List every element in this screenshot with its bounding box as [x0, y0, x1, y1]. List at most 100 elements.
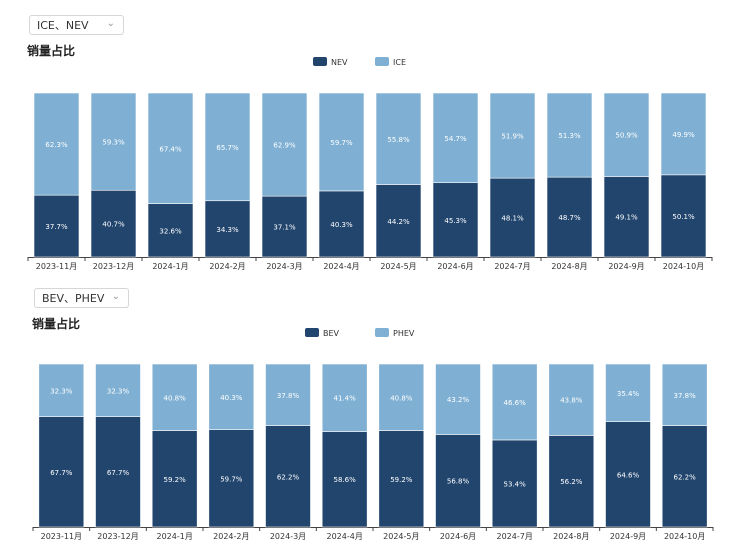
x-tick-label: 2024-3月	[266, 262, 302, 271]
x-tick-label: 2024-4月	[323, 262, 359, 271]
bar-ice	[546, 92, 593, 178]
bar-phev	[38, 363, 85, 417]
bar-bev	[265, 425, 311, 528]
chart-panel-ice-nev: ICE、NEV ⌄ 销量占比 NEV ICE 37.7% 62.3% 2023-11月 4…	[0, 0, 750, 275]
data-label-nev: 49.1%	[615, 214, 638, 222]
data-label-phev: 35.4%	[617, 390, 640, 398]
bar-bev	[378, 430, 425, 528]
series-dropdown[interactable]: ICE、NEV ⌄	[29, 15, 124, 35]
dropdown-value: ICE、NEV	[37, 19, 89, 32]
dropdown-value: BEV、PHEV	[42, 292, 105, 305]
bar-bev	[548, 435, 595, 528]
chart-title: 销量占比	[32, 317, 81, 331]
bar-ice	[603, 92, 650, 177]
data-label-ice: 62.3%	[45, 141, 68, 149]
bar-ice	[33, 92, 80, 196]
data-label-bev: 67.7%	[50, 469, 73, 477]
chevron-down-icon: ⌄	[111, 291, 120, 302]
data-label-nev: 34.3%	[216, 226, 239, 234]
bar-nev	[489, 177, 536, 258]
data-label-phev: 46.6%	[504, 399, 527, 407]
data-label-bev: 53.4%	[504, 480, 527, 488]
bar-ice	[660, 92, 707, 176]
data-label-ice: 50.9%	[615, 132, 638, 140]
x-tick-label: 2023-12月	[93, 262, 134, 271]
x-tick-label: 2024-4月	[326, 532, 362, 541]
bar-ice	[204, 92, 251, 202]
x-tick-label: 2024-9月	[610, 532, 646, 541]
data-label-phev: 40.8%	[390, 394, 413, 402]
data-label-ice: 67.4%	[159, 145, 182, 153]
data-label-nev: 37.1%	[273, 224, 296, 232]
x-tick-label: 2024-7月	[494, 262, 530, 271]
data-label-phev: 41.4%	[334, 395, 357, 403]
chevron-down-icon: ⌄	[106, 18, 115, 29]
bar-nev	[90, 189, 137, 258]
x-tick-label: 2024-10月	[664, 532, 705, 541]
series-dropdown[interactable]: BEV、PHEV ⌄	[34, 288, 129, 308]
data-label-phev: 43.2%	[447, 396, 470, 404]
bar-bev	[321, 431, 368, 528]
bar-phev	[661, 363, 708, 426]
data-label-ice: 59.3%	[102, 139, 125, 147]
bar-bev	[151, 430, 198, 528]
data-label-nev: 44.2%	[387, 218, 410, 226]
x-tick-label: 2024-1月	[152, 262, 188, 271]
legend-label-phev: PHEV	[393, 329, 415, 338]
bar-nev	[33, 194, 80, 258]
data-label-ice: 51.9%	[501, 133, 524, 141]
legend-swatch-bev	[305, 328, 319, 337]
data-label-phev: 37.8%	[674, 392, 697, 400]
data-label-nev: 32.6%	[159, 227, 182, 235]
bar-bev	[208, 429, 255, 528]
bar-nev	[660, 174, 707, 258]
bar-nev	[147, 203, 194, 258]
bar-bev	[435, 434, 481, 528]
bar-nev	[204, 200, 251, 258]
bar-ice	[489, 92, 536, 179]
x-tick-label: 2024-7月	[496, 532, 532, 541]
bar-ice	[90, 92, 137, 191]
bar-bev	[38, 416, 85, 528]
bar-ice	[318, 92, 365, 192]
bar-ice	[375, 92, 422, 185]
data-label-ice: 51.3%	[558, 132, 581, 140]
x-tick-label: 2024-6月	[440, 532, 476, 541]
bar-nev	[546, 176, 593, 258]
data-label-nev: 37.7%	[45, 223, 68, 231]
stacked-bar-chart: NEV ICE 37.7% 62.3% 2023-11月 40.7% 59.3% 2023-1…	[27, 57, 713, 271]
data-label-bev: 59.7%	[220, 475, 243, 483]
data-label-phev: 32.3%	[50, 387, 73, 395]
legend-label-ice: ICE	[393, 58, 406, 67]
legend-swatch-phev	[375, 328, 389, 337]
chart-panel-bev-phev: BEV、PHEV ⌄ 销量占比 BEV PHEV 67.7% 32.3% 2023-11…	[0, 275, 750, 556]
data-label-bev: 56.8%	[447, 478, 470, 486]
data-label-nev: 48.1%	[501, 215, 524, 223]
x-tick-label: 2024-8月	[551, 262, 587, 271]
bar-phev	[151, 363, 198, 431]
bar-ice	[432, 92, 479, 184]
bar-phev	[95, 363, 141, 417]
bar-bev	[661, 425, 708, 528]
data-label-ice: 59.7%	[330, 139, 353, 147]
bar-bev	[605, 421, 651, 528]
legend-label-bev: BEV	[323, 329, 340, 338]
data-label-nev: 50.1%	[672, 213, 695, 221]
x-tick-label: 2024-6月	[437, 262, 473, 271]
bar-ice	[147, 92, 194, 204]
data-label-bev: 64.6%	[617, 471, 640, 479]
x-tick-label: 2023-11月	[41, 532, 82, 541]
data-label-ice: 54.7%	[444, 135, 467, 143]
x-tick-label: 2024-3月	[270, 532, 306, 541]
data-label-phev: 40.8%	[164, 394, 187, 402]
data-label-bev: 67.7%	[107, 469, 130, 477]
data-label-ice: 62.9%	[273, 142, 296, 150]
data-label-phev: 32.3%	[107, 387, 130, 395]
x-tick-label: 2023-12月	[97, 532, 138, 541]
bar-nev	[261, 195, 308, 258]
data-label-ice: 49.9%	[672, 131, 695, 139]
bar-phev	[321, 363, 368, 432]
data-label-bev: 59.2%	[390, 476, 413, 484]
x-tick-label: 2024-10月	[663, 262, 704, 271]
x-tick-label: 2024-5月	[380, 262, 416, 271]
